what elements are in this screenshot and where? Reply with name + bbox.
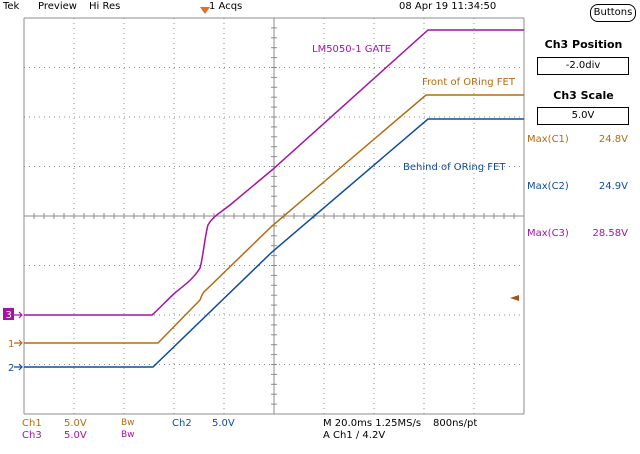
trace-ch3 — [24, 29, 524, 316]
brand-label: Tek — [3, 1, 20, 12]
measurement-c1-label: Max(C1) — [527, 134, 569, 145]
mode-label: Preview — [38, 1, 77, 12]
measurement-c1-value: 24.8V — [598, 134, 628, 145]
footer-ch3-label: Ch3 — [22, 430, 42, 441]
footer-ch1-label: Ch1 — [22, 418, 42, 429]
timebase-label: M 20.0ms 1.25MS/s — [323, 418, 422, 429]
ch1-marker[interactable]: 1 — [8, 339, 14, 350]
measurement-c1: Max(C1) 24.8V — [527, 134, 640, 148]
footer-ch1-scale: 5.0V — [64, 418, 87, 429]
measurement-c2: Max(C2) 24.9V — [527, 181, 640, 195]
buttons-button[interactable]: Buttons — [590, 4, 636, 22]
trigger-label: A Ch1 ∕ 4.2V — [323, 430, 386, 441]
trace-ch2 — [24, 118, 524, 368]
ch2-marker-arrow — [14, 363, 23, 371]
measurement-c3: Max(C3) 28.58V — [527, 228, 640, 242]
scale-value[interactable]: 5.0V — [537, 107, 629, 125]
footer-ch2-scale: 5.0V — [212, 418, 235, 429]
position-value[interactable]: -2.0div — [537, 57, 629, 75]
footer-ch1-bw: Bw — [121, 418, 135, 428]
measurement-c2-value: 24.9V — [598, 181, 628, 192]
resolution-label: Hi Res — [89, 1, 121, 12]
measurement-c3-label: Max(C3) — [527, 228, 569, 239]
footer-ch3-scale: 5.0V — [64, 430, 87, 441]
trace-label-front: Front of ORing FET — [422, 77, 516, 88]
measurement-c2-label: Max(C2) — [527, 181, 569, 192]
sample-resolution-label: 800ns/pt — [433, 418, 478, 429]
ch2-marker[interactable]: 2 — [8, 363, 14, 374]
ch1-marker-arrow — [14, 339, 23, 347]
trigger-position-marker[interactable] — [200, 7, 210, 14]
trace-ch1 — [24, 94, 524, 344]
ch3-marker-box[interactable] — [3, 308, 14, 320]
datetime-label: 08 Apr 19 11:34:50 — [399, 1, 497, 12]
acquisition-count: 1 Acqs — [209, 1, 243, 12]
scale-title: Ch3 Scale — [553, 89, 614, 102]
ch3-marker: 3 — [6, 310, 12, 321]
trace-label-behind: Behind of ORing FET — [403, 162, 506, 173]
footer-ch3-bw: Bw — [121, 430, 135, 440]
graticule — [23, 17, 525, 415]
position-title: Ch3 Position — [544, 38, 623, 51]
trigger-level-marker[interactable] — [510, 295, 519, 301]
measurement-c3-value: 28.58V — [592, 228, 628, 239]
footer-ch2-label: Ch2 — [172, 418, 192, 429]
ch3-marker-arrow — [14, 311, 23, 319]
trace-label-gate: LM5050-1 GATE — [312, 44, 391, 55]
